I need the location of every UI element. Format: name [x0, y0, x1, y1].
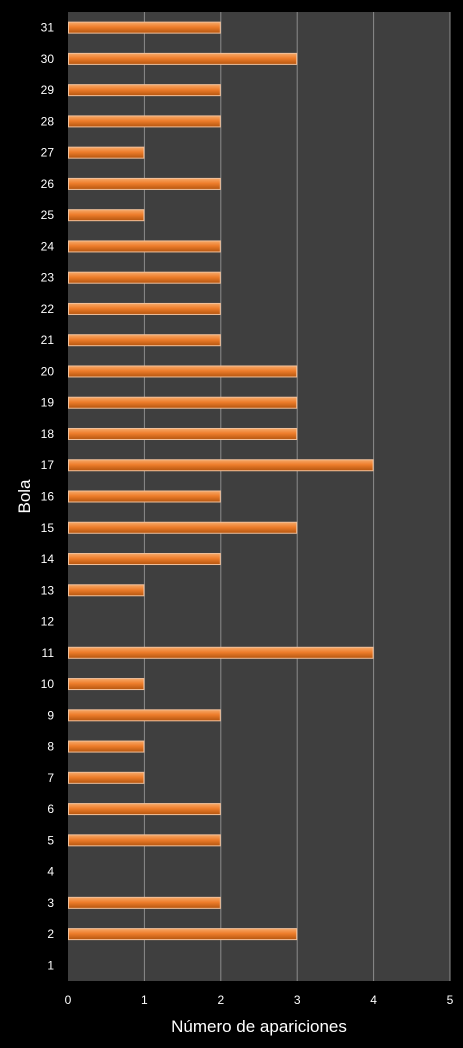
bar — [68, 302, 221, 315]
y-tick-label: 6 — [47, 802, 54, 816]
bar — [68, 459, 374, 472]
y-tick-label: 14 — [41, 552, 55, 566]
bar — [68, 396, 298, 409]
x-tick-label: 4 — [370, 993, 377, 1007]
bar — [68, 240, 221, 253]
y-tick-label: 9 — [47, 708, 54, 722]
y-tick-label: 17 — [41, 458, 55, 472]
bar — [68, 209, 145, 222]
y-tick-label: 1 — [47, 958, 54, 972]
x-axis-title: Número de apariciones — [171, 1017, 347, 1036]
y-tick-label: 26 — [41, 177, 55, 191]
y-tick-label: 21 — [41, 333, 55, 347]
bar — [68, 21, 221, 34]
bar — [68, 678, 145, 691]
bar — [68, 115, 221, 128]
bar — [68, 553, 221, 566]
y-axis-title: Bola — [15, 479, 34, 514]
y-tick-label: 4 — [47, 865, 54, 879]
x-tick-label: 1 — [141, 993, 148, 1007]
x-tick-label: 3 — [294, 993, 301, 1007]
y-axis-tick-labels: 1234567891011121314151617181920212223242… — [41, 21, 55, 973]
bar — [68, 709, 221, 722]
y-tick-label: 12 — [41, 615, 55, 629]
y-tick-label: 18 — [41, 427, 55, 441]
y-tick-label: 7 — [47, 771, 54, 785]
x-tick-label: 0 — [65, 993, 72, 1007]
bar — [68, 365, 298, 378]
bar — [68, 177, 221, 190]
bars — [68, 21, 374, 941]
bar — [68, 427, 298, 440]
gridlines — [143, 12, 451, 981]
bar — [68, 146, 145, 159]
y-tick-label: 15 — [41, 521, 55, 535]
y-tick-label: 11 — [42, 646, 55, 660]
y-tick-label: 8 — [47, 740, 54, 754]
y-tick-label: 28 — [41, 114, 55, 128]
y-tick-label: 29 — [41, 83, 55, 97]
y-tick-label: 3 — [47, 896, 54, 910]
bar — [68, 740, 145, 753]
bar — [68, 646, 374, 659]
y-tick-label: 5 — [47, 833, 54, 847]
bar — [68, 584, 145, 597]
x-tick-label: 2 — [217, 993, 224, 1007]
y-tick-label: 10 — [41, 677, 55, 691]
y-tick-label: 2 — [47, 927, 54, 941]
bar — [68, 521, 298, 534]
bar — [68, 803, 221, 816]
y-tick-label: 22 — [41, 302, 55, 316]
bar — [68, 834, 221, 847]
bar — [68, 84, 221, 97]
y-tick-label: 19 — [41, 396, 55, 410]
y-tick-label: 16 — [41, 490, 55, 504]
bar — [68, 334, 221, 347]
bar — [68, 490, 221, 503]
y-tick-label: 13 — [41, 583, 55, 597]
y-tick-label: 30 — [41, 52, 55, 66]
y-tick-label: 31 — [41, 21, 55, 35]
bar — [68, 928, 298, 941]
y-tick-label: 20 — [41, 364, 55, 378]
y-tick-label: 27 — [41, 146, 55, 160]
y-tick-label: 23 — [41, 271, 55, 285]
bar — [68, 771, 145, 784]
y-tick-label: 24 — [41, 239, 55, 253]
bar — [68, 896, 221, 909]
bar — [68, 271, 221, 284]
bar — [68, 52, 298, 65]
x-axis-tick-labels: 0 1 2 3 4 5 — [65, 993, 454, 1007]
y-tick-label: 25 — [41, 208, 55, 222]
x-tick-label: 5 — [447, 993, 454, 1007]
